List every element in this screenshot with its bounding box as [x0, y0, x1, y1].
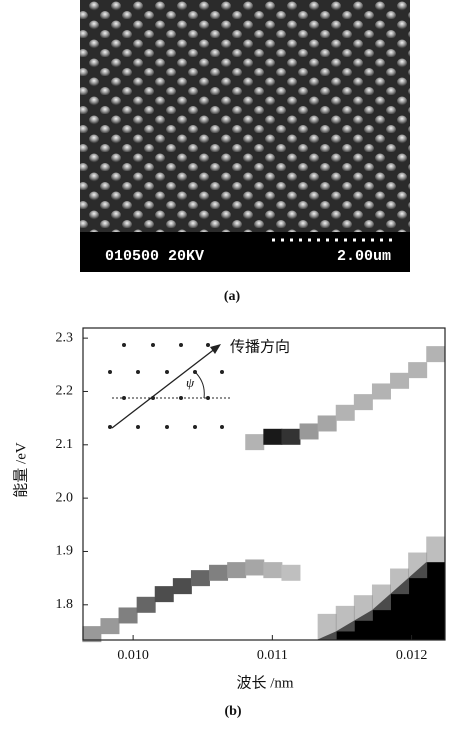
x-tick-label: 0.011: [257, 648, 288, 663]
inset-lattice: [108, 343, 224, 429]
inset-angle-arc: [193, 370, 205, 399]
inset-arrowhead: [210, 344, 221, 354]
x-tick-label: 0.010: [117, 648, 149, 663]
heat-cell: [299, 423, 319, 440]
heat-cell: [353, 394, 373, 411]
heat-cell: [371, 383, 391, 400]
caption-b: (b): [224, 704, 241, 719]
halo-cell: [426, 536, 446, 563]
y-tick-label: 2.1: [56, 437, 74, 452]
heat-cell: [227, 562, 247, 579]
halo-cell: [353, 595, 373, 621]
heat-cell: [263, 562, 283, 579]
heat-cell: [82, 626, 102, 643]
heat-cell: [245, 434, 265, 451]
x-axis-label: 波长 /nm: [236, 674, 293, 691]
caption-a: (a): [224, 289, 241, 304]
halo-cell: [317, 613, 337, 640]
angle-label: ψ: [186, 375, 195, 390]
heat-cell: [335, 404, 355, 421]
halo-cell: [371, 584, 391, 611]
heat-cell: [317, 415, 337, 432]
heat-cell: [172, 578, 192, 595]
heat-cell: [154, 586, 174, 603]
heat-cell: [426, 346, 446, 363]
halo-cell: [335, 605, 355, 632]
halo-cell: [390, 568, 410, 595]
y-tick-label: 1.9: [56, 544, 74, 559]
sem-lattice: [80, 0, 410, 232]
y-tick-label: 2.0: [56, 490, 74, 505]
heat-cell: [190, 570, 210, 587]
halo-cell: [408, 552, 428, 579]
heat-cell: [209, 564, 229, 581]
inset-arrow: [111, 347, 217, 429]
direction-label: 传播方向: [230, 338, 290, 355]
sem-info: 010500 20KV: [105, 248, 204, 265]
heat-cell: [281, 564, 301, 581]
heat-cell: [136, 596, 156, 613]
heat-cell: [118, 607, 138, 624]
y-tick-label: 2.3: [56, 330, 74, 345]
heat-cell: [100, 618, 120, 635]
y-tick-label: 2.2: [56, 384, 74, 399]
heat-cell: [263, 428, 283, 445]
dark-region: [317, 562, 445, 640]
heat-cell: [281, 428, 301, 445]
scale-label: 2.00um: [337, 248, 391, 265]
heat-cell: [408, 362, 428, 379]
x-tick-label: 0.012: [396, 648, 428, 663]
plot-frame: [82, 327, 446, 641]
y-tick-label: 1.8: [56, 597, 74, 612]
heat-cell: [390, 372, 410, 389]
y-axis-label: 能量 /eV: [12, 442, 29, 498]
heat-cell: [245, 559, 265, 576]
